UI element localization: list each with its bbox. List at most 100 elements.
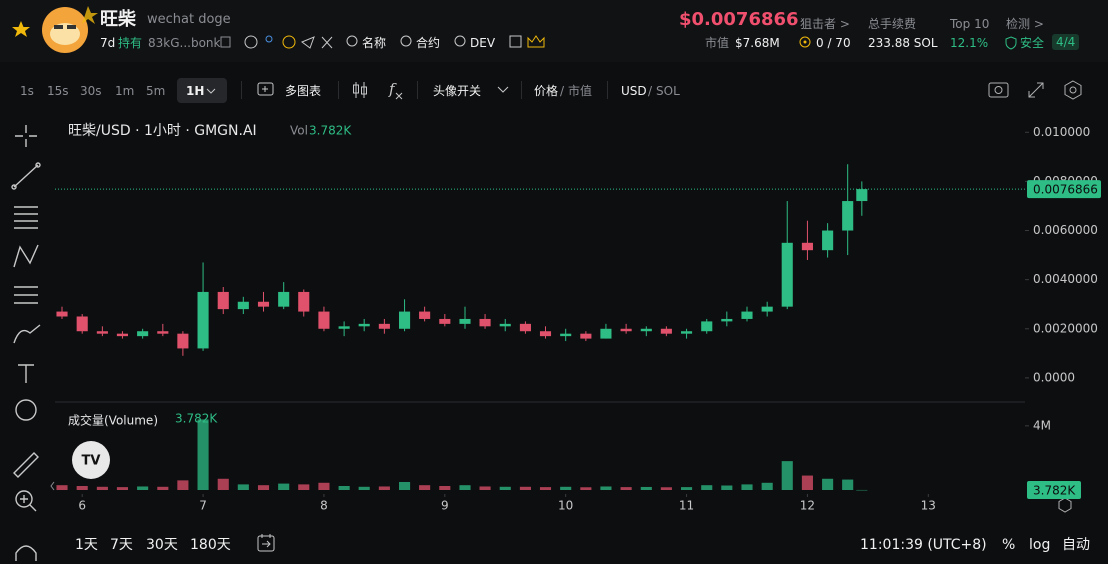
crosshair-tool[interactable]	[15, 125, 37, 147]
volume-bar	[177, 480, 189, 490]
zoom-tool[interactable]	[15, 490, 33, 508]
candle-body	[318, 311, 330, 329]
volume-bar	[257, 485, 270, 490]
y-tick-label: 0.0020000	[1033, 321, 1098, 335]
search-icon[interactable]	[400, 35, 412, 47]
goto-date-icon[interactable]	[256, 533, 278, 555]
interval[interactable]: 5m	[146, 84, 166, 98]
favorite-star[interactable]	[12, 21, 30, 37]
copy-icon[interactable]	[220, 36, 231, 48]
share-icon[interactable]	[509, 35, 522, 48]
prediction-tool[interactable]	[14, 286, 38, 304]
interval[interactable]: 15s	[47, 84, 69, 98]
candle-body	[539, 331, 552, 337]
candle-body	[177, 333, 189, 349]
volume-bar	[76, 485, 88, 490]
candle-body	[378, 323, 390, 329]
price-toggle[interactable]: 价格	[534, 84, 559, 98]
volume-bar	[419, 485, 431, 490]
multi-chart[interactable]: 多图表	[285, 84, 322, 98]
telegram-icon[interactable]	[301, 36, 315, 49]
camera-icon[interactable]	[988, 82, 1009, 98]
candle-body	[620, 328, 632, 332]
emoji-tool[interactable]	[15, 399, 37, 421]
interval[interactable]: 1m	[115, 84, 135, 98]
search-icon[interactable]	[454, 35, 466, 47]
x-tick-label: 6	[78, 499, 86, 513]
range[interactable]: 30天	[146, 537, 178, 553]
candle-body	[681, 331, 693, 334]
magnet-tool[interactable]	[15, 545, 37, 561]
option[interactable]: 自动	[1062, 537, 1090, 553]
crown-icon[interactable]	[527, 35, 545, 48]
interval[interactable]: 1H	[186, 84, 205, 98]
volume-bar	[822, 478, 834, 490]
volume-bar	[842, 479, 854, 490]
interval-active[interactable]	[177, 78, 227, 103]
avatar-eye	[67, 25, 76, 29]
user-icon[interactable]	[265, 35, 273, 43]
candle-icon	[361, 86, 367, 95]
stat-label[interactable]: 检测 >	[1006, 17, 1044, 31]
tv-logo[interactable]	[72, 441, 110, 479]
stat-value: 安全	[1020, 36, 1045, 50]
search-icon[interactable]	[346, 35, 358, 47]
range[interactable]: 180天	[190, 537, 231, 553]
interval[interactable]: 1s	[20, 84, 34, 98]
ruler-tool[interactable]	[13, 452, 39, 478]
candle-body	[197, 291, 209, 349]
volume-bar	[399, 481, 411, 490]
slash: /	[648, 84, 653, 98]
fx-icon[interactable]: f	[388, 80, 397, 98]
warn-icon[interactable]	[282, 35, 296, 49]
volume-bar	[539, 487, 552, 490]
option[interactable]: log	[1029, 537, 1051, 553]
link-dev[interactable]: DEV	[470, 36, 496, 50]
vol-label: Vol	[290, 124, 308, 138]
interval[interactable]: 30s	[80, 84, 102, 98]
link-contract[interactable]: 合约	[416, 36, 441, 50]
candle-icon	[353, 84, 359, 94]
multi-chart-icon[interactable]	[257, 82, 274, 96]
volume-bar	[318, 482, 330, 490]
pattern-tool[interactable]	[13, 244, 39, 268]
shield-icon	[1005, 36, 1017, 50]
mcap-toggle[interactable]: 市值	[568, 84, 593, 98]
y-tick-label: 0.0040000	[1033, 272, 1098, 286]
usd-toggle[interactable]: USD	[621, 84, 647, 98]
candle-body	[237, 301, 249, 310]
candle-body	[781, 242, 793, 307]
link-name[interactable]: 名称	[362, 36, 387, 50]
candle-body	[358, 323, 370, 327]
text-tool[interactable]	[18, 364, 34, 383]
candle-body	[701, 321, 713, 332]
option[interactable]: %	[1002, 537, 1016, 553]
range[interactable]: 7天	[110, 537, 133, 553]
fullscreen-icon[interactable]	[1028, 82, 1044, 98]
vol-value: 3.782K	[309, 124, 352, 138]
volume-bar	[701, 485, 713, 490]
header	[0, 0, 1108, 62]
stat-label[interactable]: 狙击者 >	[800, 17, 850, 31]
chevron[interactable]	[497, 86, 509, 93]
chevron[interactable]	[206, 88, 216, 94]
price: $0.0076866	[679, 9, 799, 30]
range[interactable]: 1天	[75, 537, 98, 553]
volume-bar	[600, 486, 612, 490]
web-icon[interactable]	[244, 35, 258, 49]
fib-tool[interactable]	[14, 206, 38, 229]
x-icon[interactable]	[321, 36, 333, 49]
volume-bar	[217, 478, 229, 490]
avatar-toggle[interactable]: 头像开关	[433, 84, 482, 98]
volume-bar	[358, 486, 370, 490]
candle-body	[580, 333, 592, 339]
scroll-left[interactable]	[50, 481, 55, 491]
volume-bar	[640, 486, 652, 490]
brush-tool[interactable]	[13, 324, 41, 344]
settings-icon[interactable]	[1064, 80, 1082, 100]
axis-settings[interactable]	[1058, 497, 1072, 513]
sol-toggle[interactable]: SOL	[656, 84, 680, 98]
token-subtitle: wechat doge	[147, 12, 231, 27]
line-tool[interactable]	[13, 164, 39, 188]
